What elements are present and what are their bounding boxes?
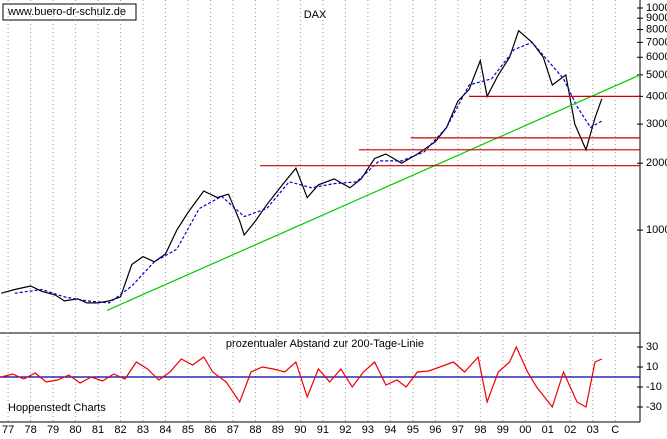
- x-tick-label: 94: [384, 424, 396, 436]
- x-tick-label: 79: [47, 424, 59, 436]
- x-tick-label: 99: [497, 424, 509, 436]
- x-tick-label: 77: [2, 424, 14, 436]
- x-tick-label: 87: [227, 424, 239, 436]
- x-tick-label: C: [611, 424, 619, 436]
- y-tick-label: -30: [646, 401, 662, 413]
- y-tick-label: 10: [646, 361, 658, 373]
- source-box: [2, 3, 137, 21]
- footer-source: Hoppenstedt Charts: [8, 402, 106, 414]
- x-tick-label: 85: [182, 424, 194, 436]
- x-tick-label: 90: [294, 424, 306, 436]
- x-tick-label: 00: [519, 424, 531, 436]
- x-tick-label: 01: [542, 424, 554, 436]
- y-tick-label: 6000: [646, 51, 667, 63]
- x-tick-label: 02: [564, 424, 576, 436]
- y-tick-label: 2000: [646, 157, 667, 169]
- x-tick-label: 92: [339, 424, 351, 436]
- series-line: [1, 345, 603, 409]
- x-tick-label: 91: [317, 424, 329, 436]
- y-tick-label: 8000: [646, 23, 667, 35]
- y-tick-label: 30: [646, 341, 658, 353]
- x-tick-label: 96: [429, 424, 441, 436]
- series-line: [106, 74, 641, 311]
- x-tick-label: 97: [452, 424, 464, 436]
- x-tick-label: 86: [204, 424, 216, 436]
- y-tick-label: -10: [646, 381, 662, 393]
- x-tick-label: 84: [159, 424, 171, 436]
- chart-title: DAX: [304, 9, 327, 21]
- y-tick-label: 10000: [646, 2, 667, 14]
- x-tick-label: 95: [407, 424, 419, 436]
- x-tick-label: 83: [137, 424, 149, 436]
- y-tick-label: 5000: [646, 69, 667, 81]
- panel-title: prozentualer Abstand zur 200-Tage-Linie: [226, 338, 424, 350]
- x-tick-label: 81: [92, 424, 104, 436]
- y-tick-label: 7000: [646, 36, 667, 48]
- source: www.buero-dr-schulz.de: [7, 6, 126, 18]
- x-tick-label: 89: [272, 424, 284, 436]
- y-tick-label: 4000: [646, 90, 667, 102]
- series-line: [14, 41, 603, 304]
- x-tick-label: 03: [587, 424, 599, 436]
- x-tick-label: 88: [249, 424, 261, 436]
- x-tick-label: 93: [362, 424, 374, 436]
- x-tick-label: 82: [114, 424, 126, 436]
- x-tick-label: 78: [24, 424, 36, 436]
- y-tick-label: 3000: [646, 118, 667, 130]
- x-tick-label: 98: [474, 424, 486, 436]
- x-tick-label: 80: [69, 424, 81, 436]
- y-tick-label: 1000: [646, 224, 667, 236]
